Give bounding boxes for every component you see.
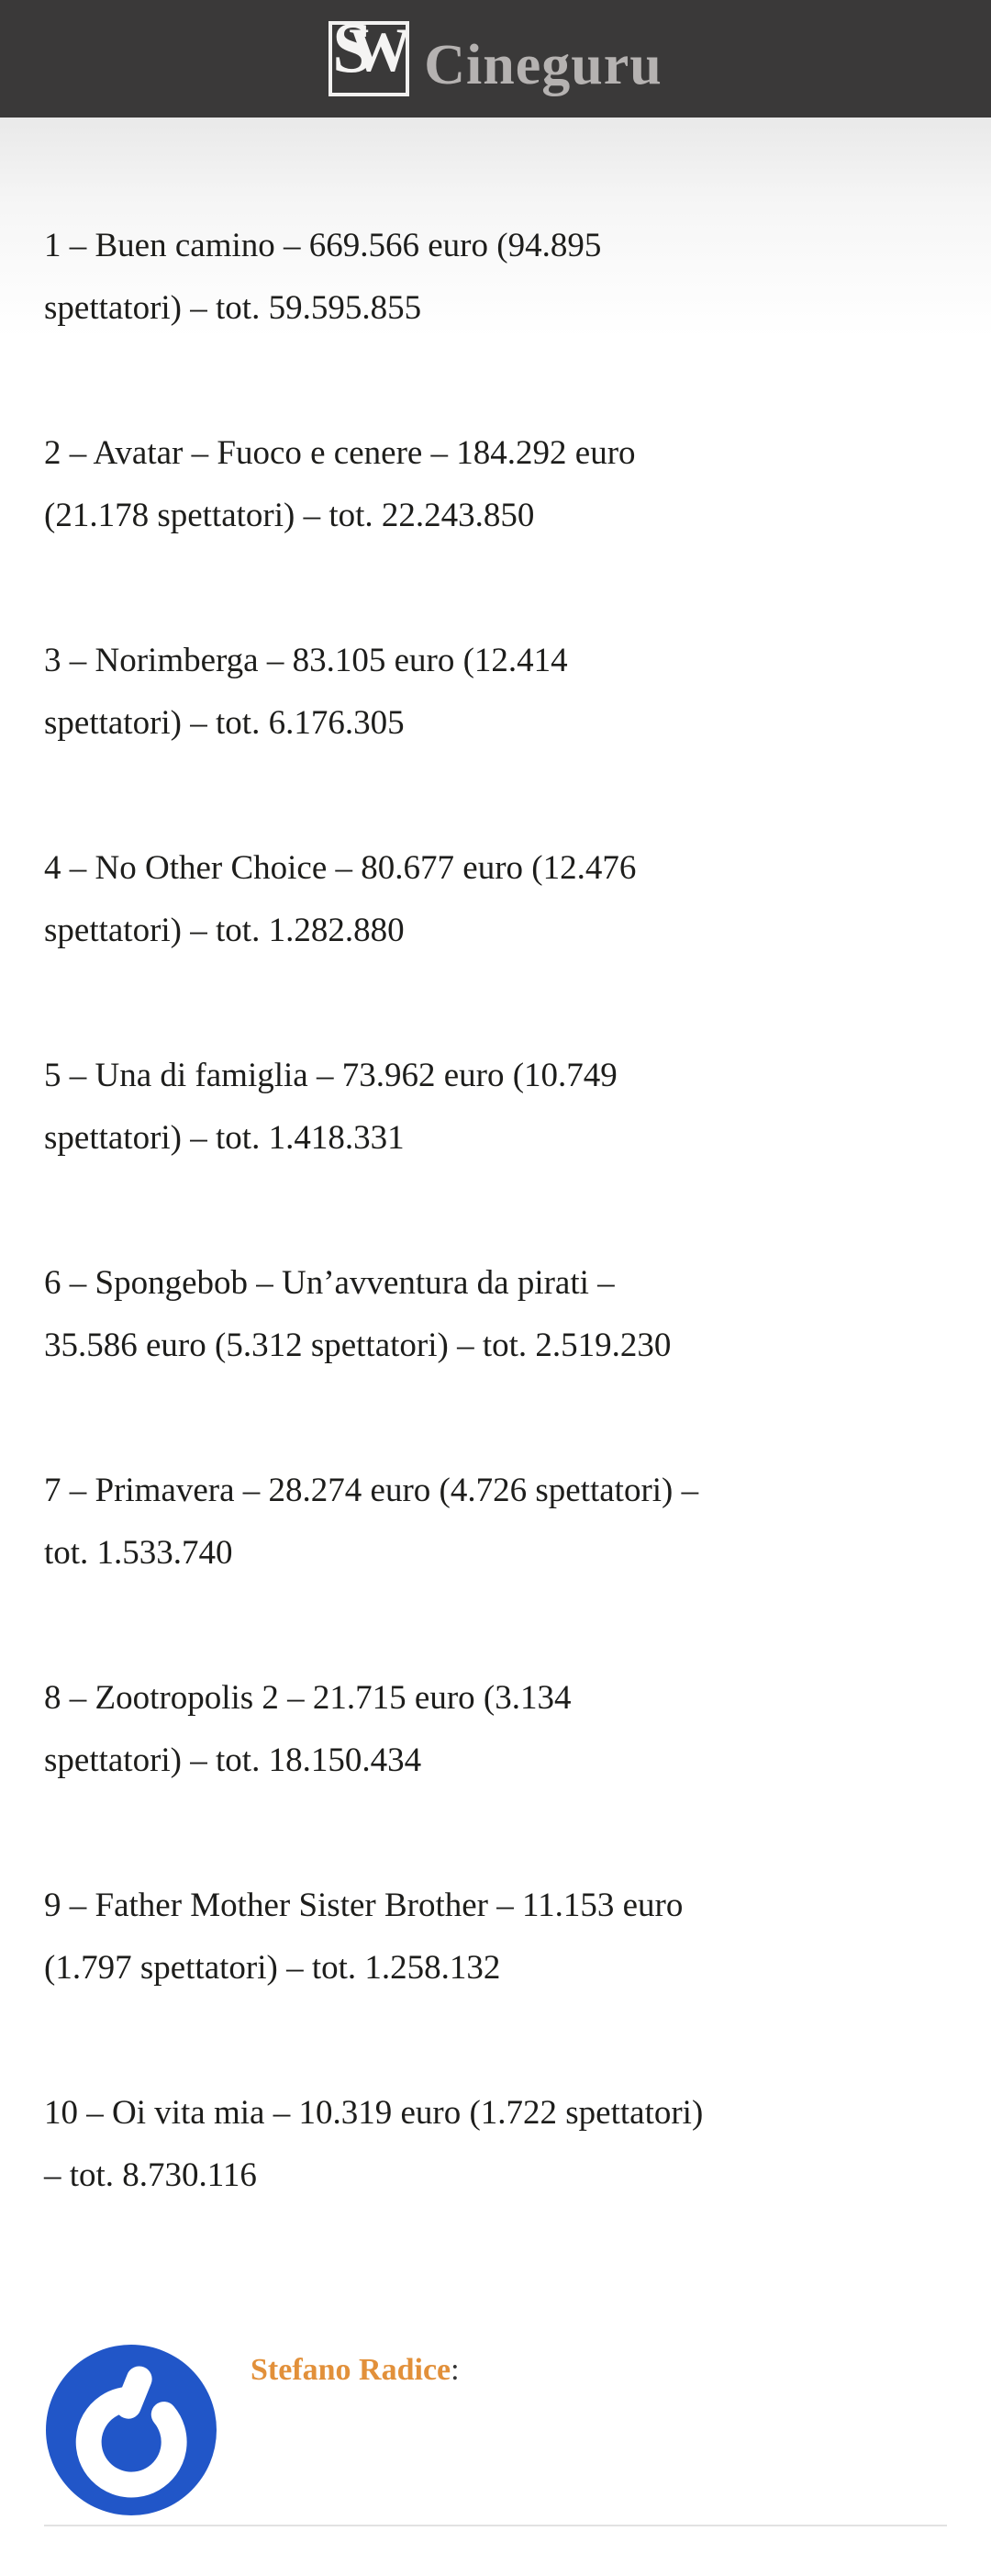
screenweek-monogram-icon: S W bbox=[328, 21, 410, 96]
section-divider bbox=[44, 2525, 947, 2526]
author-colon: : bbox=[451, 2353, 460, 2387]
box-office-item: 5 – Una di famiglia – 73.962 euro (10.74… bbox=[44, 1057, 618, 1157]
site-title: Cineguru bbox=[424, 33, 663, 96]
site-logo-link[interactable]: S W Cineguru bbox=[328, 20, 662, 98]
box-office-article: 1 – Buen camino – 669.566 euro (94.895 s… bbox=[0, 118, 991, 2207]
box-office-item: 1 – Buen camino – 669.566 euro (94.895 s… bbox=[44, 227, 602, 327]
box-office-item: 7 – Primavera – 28.274 euro (4.726 spett… bbox=[44, 1472, 699, 1572]
header-shadow-gradient bbox=[0, 118, 991, 338]
box-office-list: 1 – Buen camino – 669.566 euro (94.895 s… bbox=[44, 215, 947, 2207]
author-byline: Stefano Radice: bbox=[251, 2350, 460, 2391]
box-office-item: 9 – Father Mother Sister Brother – 11.15… bbox=[44, 1887, 684, 1987]
gravatar-avatar-icon bbox=[46, 2345, 217, 2515]
box-office-item: 8 – Zootropolis 2 – 21.715 euro (3.134 s… bbox=[44, 1679, 572, 1779]
box-office-item: 2 – Avatar – Fuoco e cenere – 184.292 eu… bbox=[44, 434, 636, 534]
author-name-link[interactable]: Stefano Radice bbox=[251, 2353, 451, 2387]
author-row: Stefano Radice: bbox=[46, 2345, 947, 2515]
monogram-letter-w: W bbox=[349, 21, 410, 84]
box-office-item: 4 – No Other Choice – 80.677 euro (12.47… bbox=[44, 849, 637, 949]
box-office-item: 6 – Spongebob – Un’avventura da pirati –… bbox=[44, 1264, 672, 1364]
box-office-item: 10 – Oi vita mia – 10.319 euro (1.722 sp… bbox=[44, 2094, 704, 2194]
monogram-letter-s: S bbox=[332, 21, 373, 87]
box-office-item: 3 – Norimberga – 83.105 euro (12.414 spe… bbox=[44, 642, 568, 742]
site-header: S W Cineguru bbox=[0, 0, 991, 118]
